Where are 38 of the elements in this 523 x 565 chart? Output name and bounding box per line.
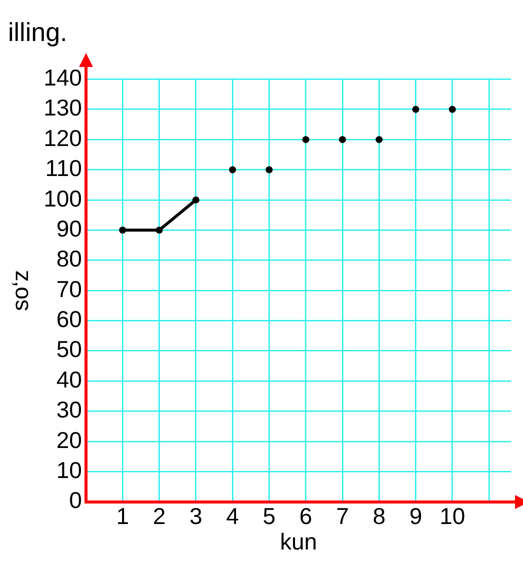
- point: [338, 136, 346, 144]
- y-tick-label: 0: [69, 487, 82, 514]
- chart-title: illing.: [8, 16, 68, 47]
- x-tick-label: 6: [299, 502, 312, 529]
- y-tick-label: 80: [56, 246, 82, 272]
- x-tick-label: 7: [336, 502, 349, 529]
- y-tick-label: 110: [45, 155, 82, 182]
- y-tick-label: 60: [56, 306, 82, 332]
- point: [229, 166, 236, 174]
- x-tick-label: 10: [440, 502, 466, 529]
- point: [156, 226, 163, 234]
- y-tick-label: 50: [56, 336, 82, 362]
- point: [412, 106, 420, 113]
- x-tick-label: 4: [226, 502, 240, 529]
- x-axis-title: kun: [280, 528, 318, 555]
- x-tick-label: 2: [152, 502, 166, 529]
- y-tick-label: 140: [44, 64, 82, 91]
- point: [119, 226, 126, 234]
- y-tick-label: 30: [56, 396, 82, 423]
- y-tick-label: 10: [56, 456, 82, 483]
- x-tick-label: 3: [189, 502, 202, 529]
- y-tick-label: 20: [56, 426, 82, 453]
- y-tick-label: 90: [56, 215, 82, 242]
- x-tick-label: 9: [409, 502, 422, 529]
- point: [266, 166, 273, 174]
- y-tick-label: 40: [56, 366, 82, 392]
- x-tick-label: 8: [372, 502, 386, 529]
- y-tick-label: 120: [44, 124, 82, 151]
- point: [376, 136, 383, 144]
- point: [192, 196, 200, 204]
- y-axis-title: so‘z: [7, 270, 34, 311]
- point: [448, 106, 456, 113]
- y-tick-label: 130: [44, 94, 82, 121]
- y-tick-label: 100: [44, 185, 82, 212]
- x-tick-label: 5: [262, 502, 276, 529]
- x-tick-label: 1: [116, 502, 130, 529]
- y-tick-label: 70: [56, 276, 82, 302]
- point: [302, 136, 310, 144]
